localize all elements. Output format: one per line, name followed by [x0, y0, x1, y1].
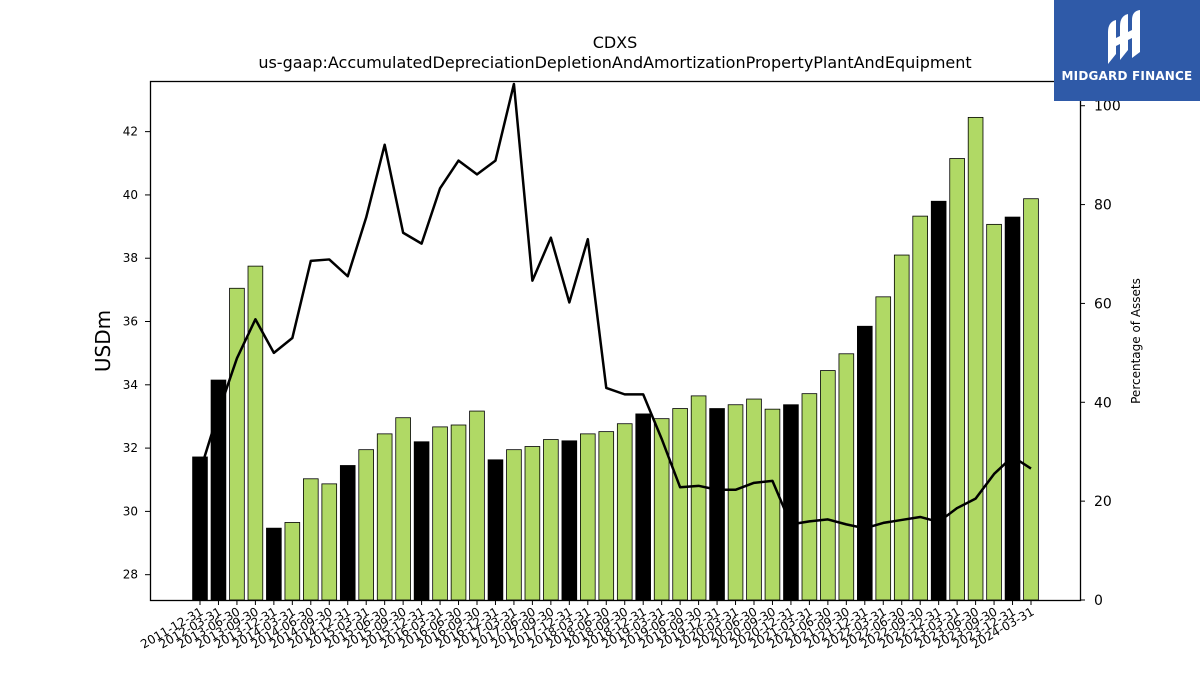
- bar: [930, 200, 947, 601]
- bar: [967, 116, 984, 601]
- bar: [339, 465, 356, 601]
- bar: [838, 353, 855, 601]
- bar: [432, 426, 448, 601]
- bar: [1023, 198, 1039, 601]
- y-tick-label: 28: [123, 568, 138, 582]
- bar: [524, 446, 541, 601]
- chart-subtitle: us-gaap:AccumulatedDepreciationDepletion…: [258, 53, 971, 72]
- y-tick-label: 40: [123, 188, 138, 202]
- bar: [469, 410, 485, 601]
- y-tick-label: 30: [123, 504, 138, 518]
- bar: [672, 408, 688, 601]
- bar: [764, 408, 781, 601]
- y-axis-label: USDm: [91, 310, 115, 372]
- bar: [801, 393, 818, 601]
- bar: [857, 325, 873, 601]
- bar: [413, 441, 430, 601]
- bar: [229, 287, 245, 601]
- chart-title: CDXS: [593, 33, 638, 52]
- bar: [986, 223, 1002, 601]
- bar: [949, 158, 965, 601]
- brand-logo: MIDGARD FINANCE: [1054, 0, 1200, 101]
- brand-mark-icon: [1108, 10, 1140, 64]
- bar: [875, 296, 892, 601]
- bar: [543, 439, 559, 601]
- bar: [783, 404, 799, 601]
- bar: [487, 459, 504, 601]
- bar: [321, 483, 338, 601]
- y2-tick-label: 60: [1094, 296, 1112, 312]
- bar: [820, 370, 836, 601]
- y-tick-label: 38: [123, 251, 138, 265]
- y-tick-label: 34: [123, 378, 138, 392]
- bar: [893, 254, 910, 601]
- bar: [376, 433, 393, 601]
- bar: [746, 398, 762, 601]
- bar: [450, 424, 467, 601]
- y2-tick-label: 80: [1094, 198, 1112, 214]
- bar: [247, 265, 264, 601]
- bar: [284, 522, 301, 601]
- bar: [506, 449, 522, 601]
- y-tick-label: 36: [123, 315, 138, 329]
- x-axis: 2011-12-312012-03-312013-06-302013-09-30…: [138, 600, 1037, 651]
- percentage-line: [198, 82, 1032, 530]
- y2-tick-label: 100: [1094, 99, 1121, 115]
- right-axis: 0 20 40 60 80 100: [1080, 99, 1121, 609]
- bar: [580, 433, 596, 601]
- bar: [598, 431, 615, 601]
- bar: [690, 395, 707, 601]
- bar: [395, 417, 411, 601]
- bar: [653, 418, 670, 601]
- y-tick-label: 32: [123, 441, 138, 455]
- bar: [912, 215, 928, 601]
- y2-tick-label: 40: [1094, 395, 1112, 411]
- brand-name: MIDGARD FINANCE: [1061, 69, 1193, 83]
- y-tick-label: 42: [123, 125, 138, 139]
- bar: [303, 478, 319, 601]
- y2-tick-label: 0: [1094, 593, 1103, 609]
- bar: [561, 440, 578, 601]
- bar: [1004, 216, 1021, 601]
- bars-layer: [192, 116, 1039, 601]
- plot-frame: [149, 80, 1082, 602]
- bar: [635, 413, 651, 601]
- bar: [266, 527, 282, 601]
- bar: [192, 456, 208, 601]
- y2-axis-label: Percentage of Assets: [1129, 278, 1143, 404]
- bar: [358, 449, 374, 601]
- y2-tick-label: 20: [1094, 494, 1112, 510]
- left-axis: 28 30 32 34 36 38 40 42: [123, 125, 150, 582]
- bar: [727, 404, 744, 601]
- bar: [616, 423, 633, 601]
- bar: [709, 408, 725, 601]
